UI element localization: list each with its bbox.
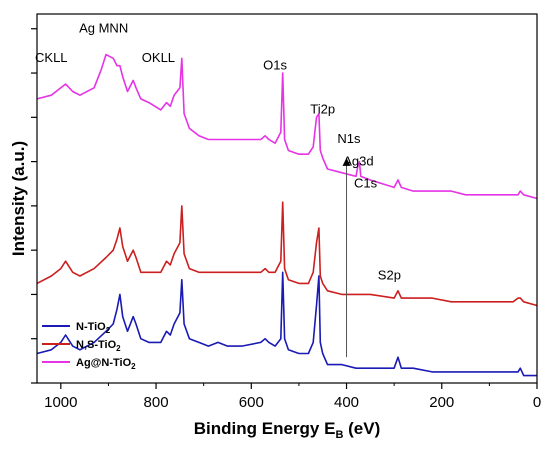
y-axis-title: Intensity (a.u.) (9, 141, 28, 256)
plot-frame (36, 13, 538, 384)
x-tick-label: 400 (334, 394, 359, 411)
legend: N-TiO2 N,S-TiO2 Ag@N-TiO2 (42, 321, 136, 371)
axes: 1000 800 600 400 200 0 (31, 13, 541, 411)
legend-label: Ag@N-TiO2 (76, 357, 136, 371)
plot-area (36, 53, 538, 377)
peak-label: Ti2p (310, 102, 335, 117)
peak-label: OKLL (142, 50, 175, 65)
x-axis-title: Binding Energy EB (eV) (194, 419, 380, 441)
peak-label: CKLL (35, 50, 68, 65)
peak-label: C1s (354, 175, 378, 190)
peak-label: S2p (378, 268, 401, 283)
peak-label: O1s (263, 57, 287, 72)
x-tick-label: 800 (144, 394, 169, 411)
x-tick-label: 200 (429, 394, 454, 411)
x-tick-label: 1000 (44, 394, 77, 411)
series-line-1 (36, 201, 538, 307)
legend-label: N-TiO2 (76, 321, 111, 335)
n1s-arrowhead (342, 157, 351, 166)
peak-label: Ag MNN (79, 20, 128, 35)
x-tick-label: 600 (239, 394, 264, 411)
peak-label: N1s (337, 131, 361, 146)
peak-label: Ag3d (343, 153, 373, 168)
x-tick-label: 0 (533, 394, 541, 411)
legend-label: N,S-TiO2 (76, 339, 121, 353)
series-line-0 (36, 271, 537, 377)
series-line-2 (36, 53, 538, 200)
